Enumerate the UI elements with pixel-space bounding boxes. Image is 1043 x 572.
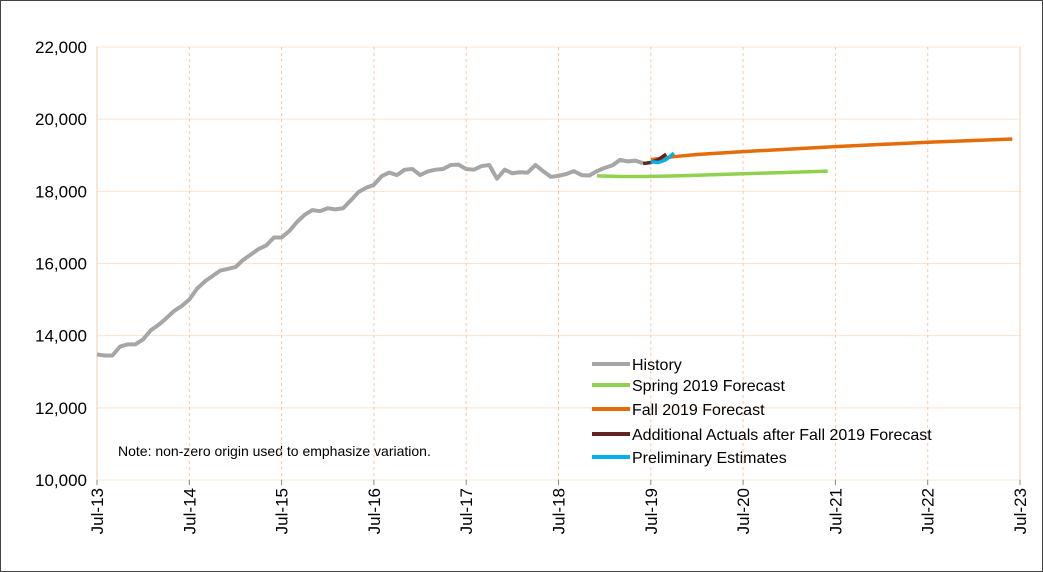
y-tick-label: 22,000 <box>35 38 87 57</box>
legend-label: Preliminary Estimates <box>632 450 787 467</box>
x-tick-label: Jul-23 <box>1011 488 1030 534</box>
annotation: Note: non-zero origin used to emphasize … <box>118 443 431 459</box>
x-tick-label: Jul-15 <box>273 488 292 534</box>
series-line <box>596 169 828 179</box>
legend-label: Additional Actuals after Fall 2019 Forec… <box>632 427 932 444</box>
x-tick-label: Jul-21 <box>826 488 845 534</box>
x-tick-label: Jul-20 <box>734 488 753 534</box>
series-line <box>96 157 644 358</box>
x-tick-label: Jul-14 <box>180 488 199 534</box>
x-tick-label: Jul-18 <box>550 488 569 534</box>
y-tick-label: 12,000 <box>35 399 87 418</box>
legend-label: Fall 2019 Forecast <box>632 402 765 419</box>
x-tick-label: Jul-22 <box>919 488 938 534</box>
y-tick-label: 10,000 <box>35 471 87 490</box>
series-line <box>650 137 1013 162</box>
x-tick-label: Jul-19 <box>642 488 661 534</box>
y-tick-label: 18,000 <box>35 182 87 201</box>
x-tick-label: Jul-13 <box>88 488 107 534</box>
y-tick-label: 14,000 <box>35 327 87 346</box>
x-tick-label: Jul-17 <box>457 488 476 534</box>
series-line <box>650 151 676 165</box>
y-tick-label: 16,000 <box>35 255 87 274</box>
y-tick-label: 20,000 <box>35 110 87 129</box>
x-tick-label: Jul-16 <box>365 488 384 534</box>
legend-label: History <box>632 357 682 374</box>
legend-label: Spring 2019 Forecast <box>632 378 786 395</box>
